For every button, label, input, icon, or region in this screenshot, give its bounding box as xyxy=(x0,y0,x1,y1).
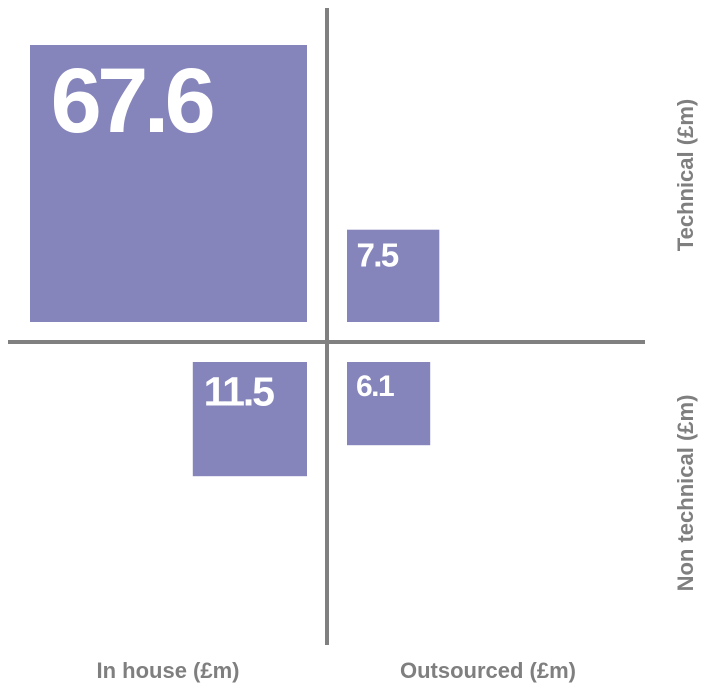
value-label-technical-in-house: 67.6 xyxy=(51,50,213,152)
row-label-technical: Technical (£m) xyxy=(673,99,698,251)
column-label-in-house: In house (£m) xyxy=(96,658,239,683)
box-non-technical-in-house xyxy=(192,362,307,477)
cell-group: 67.6 7.5 11.5 6.1 xyxy=(30,45,440,477)
box-non-technical-outsourced xyxy=(347,362,431,446)
value-label-non-technical-outsourced: 6.1 xyxy=(356,370,394,403)
box-technical-outsourced xyxy=(347,229,440,322)
box-technical-in-house xyxy=(30,45,307,322)
value-label-non-technical-in-house: 11.5 xyxy=(204,368,275,414)
row-label-non-technical: Non technical (£m) xyxy=(673,395,698,592)
column-label-outsourced: Outsourced (£m) xyxy=(400,658,576,683)
value-label-technical-outsourced: 7.5 xyxy=(357,237,399,274)
